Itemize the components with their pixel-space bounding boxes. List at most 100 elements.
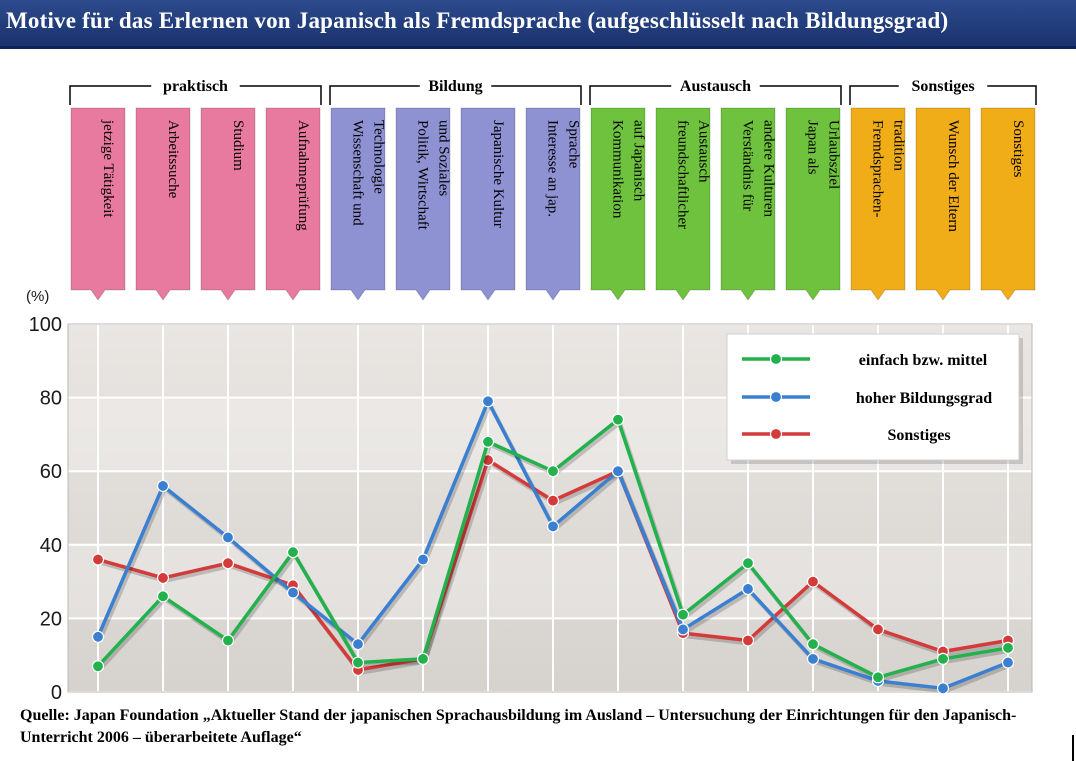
category-card-shape xyxy=(590,107,646,301)
data-point xyxy=(481,395,495,408)
category-card-15: Sonstiges xyxy=(980,107,1036,301)
data-point xyxy=(676,608,690,621)
legend-swatch-point xyxy=(769,427,783,441)
data-point xyxy=(936,682,950,695)
data-point xyxy=(286,586,300,599)
category-card-shape xyxy=(655,107,711,301)
category-card-shape xyxy=(915,107,971,301)
category-label: Interesse an jap. xyxy=(545,120,561,217)
group-bracket-sonstiges: Sonstiges xyxy=(849,77,1037,105)
category-card-3: Studium xyxy=(200,107,256,301)
data-point xyxy=(1001,656,1015,669)
legend-entry-1: einfach bzw. mittel xyxy=(742,352,988,369)
group-bracket-praktisch: praktisch xyxy=(69,77,322,105)
data-point xyxy=(416,553,430,566)
bracket-label-bg xyxy=(151,77,240,95)
data-point xyxy=(221,557,235,570)
y-axis-unit: (%) xyxy=(26,288,49,305)
y-tick-label: 60 xyxy=(40,461,62,483)
chart: praktisch Bildung Austausch Sonstiges jetzi… xyxy=(26,77,1037,700)
data-point xyxy=(91,660,105,673)
category-card-11: Verständnis für andere Kulturen xyxy=(720,107,777,301)
category-label: Arbeitssuche xyxy=(165,120,181,199)
category-label: freundschaftlicher xyxy=(675,120,691,229)
category-card-8: Interesse an jap. Sprache xyxy=(525,107,582,301)
data-point xyxy=(676,623,690,636)
category-card-shape xyxy=(460,107,516,301)
category-card-1: jetzige Tätigkeit xyxy=(70,107,126,301)
bracket-label-bg xyxy=(898,77,988,95)
bracket-label-bg xyxy=(419,77,492,95)
data-point xyxy=(741,582,755,596)
data-point xyxy=(806,652,820,665)
legend-entry-3: Sonstiges xyxy=(742,427,951,444)
category-card-shape xyxy=(395,107,451,301)
category-card-shape xyxy=(525,107,581,301)
category-card-5: Wissenschaft und Technologie xyxy=(330,107,387,301)
series-1 xyxy=(91,413,1015,684)
category-card-shape xyxy=(720,107,776,301)
data-point xyxy=(1001,641,1015,654)
data-point xyxy=(286,546,300,559)
data-point xyxy=(546,494,560,507)
group-label: Bildung xyxy=(428,78,482,95)
data-point xyxy=(221,531,235,544)
category-label: Sonstiges xyxy=(1010,120,1026,178)
data-point xyxy=(351,656,365,669)
data-point xyxy=(741,557,755,570)
data-point xyxy=(871,623,885,636)
category-label: Studium xyxy=(230,120,246,171)
y-tick-label: 80 xyxy=(40,388,62,410)
data-point xyxy=(806,638,820,651)
data-point xyxy=(156,590,170,603)
category-card-shape xyxy=(70,107,126,301)
series-3 xyxy=(91,454,1015,677)
chart-title: Motive für das Erlernen von Japanisch al… xyxy=(6,8,949,33)
legend-label: hoher Bildungsgrad xyxy=(856,390,992,407)
group-label: praktisch xyxy=(163,78,228,95)
source-note: Quelle: Japan Foundation „Aktueller Stan… xyxy=(20,707,1017,746)
category-label: Verständnis für xyxy=(740,120,756,211)
category-label: Sprache xyxy=(566,120,582,169)
data-point xyxy=(221,634,235,647)
category-label: andere Kulturen xyxy=(761,120,777,218)
legend-label: Sonstiges xyxy=(887,427,950,444)
title-bar: Motive für das Erlernen von Japanisch al… xyxy=(0,0,1076,49)
plot-band xyxy=(68,544,1032,619)
category-label: Fremdsprachen- xyxy=(870,120,886,217)
category-card-shape xyxy=(330,107,386,301)
category-card-shape xyxy=(980,107,1036,301)
data-point xyxy=(546,465,560,478)
category-label: Kommunikation xyxy=(610,120,626,219)
category-label: Wissenschaft und xyxy=(350,120,366,226)
series-2 xyxy=(91,395,1015,695)
category-label: auf Japanisch xyxy=(631,120,647,202)
data-point xyxy=(871,671,885,684)
data-point xyxy=(156,479,170,493)
group-label: Sonstiges xyxy=(911,78,974,95)
category-label: jetzige Tätigkeit xyxy=(100,119,116,218)
edge-mark xyxy=(1072,735,1074,761)
category-card-9: Kommunikation auf Japanisch xyxy=(590,107,647,301)
category-card-2: Arbeitssuche xyxy=(135,107,191,301)
data-point xyxy=(91,553,105,566)
category-label: Japan als xyxy=(805,120,821,175)
category-label: Aufnahmeprüfung xyxy=(295,120,311,231)
group-bracket-bildung: Bildung xyxy=(329,77,582,105)
category-card-13: Fremdsprachen-tradition xyxy=(850,107,907,301)
legend-swatch-point xyxy=(769,352,783,366)
data-point xyxy=(156,571,170,585)
legend-entry-2: hoher Bildungsgrad xyxy=(742,390,992,407)
category-card-7: Japanische Kultur xyxy=(460,107,516,301)
bracket-label-bg xyxy=(671,77,760,95)
category-label: Urlaubsziel xyxy=(826,120,842,189)
data-point xyxy=(741,634,755,647)
category-label: Technologie xyxy=(371,120,387,194)
category-label: Politik, Wirtschaft xyxy=(415,120,431,231)
category-card-shape xyxy=(265,107,321,301)
legend-label: einfach bzw. mittel xyxy=(859,352,988,369)
category-label: Wunsch der Eltern xyxy=(945,120,961,232)
category-card-shape xyxy=(135,107,191,301)
category-label: Japanische Kultur xyxy=(490,120,506,228)
category-card-4: Aufnahmeprüfung xyxy=(265,107,321,301)
